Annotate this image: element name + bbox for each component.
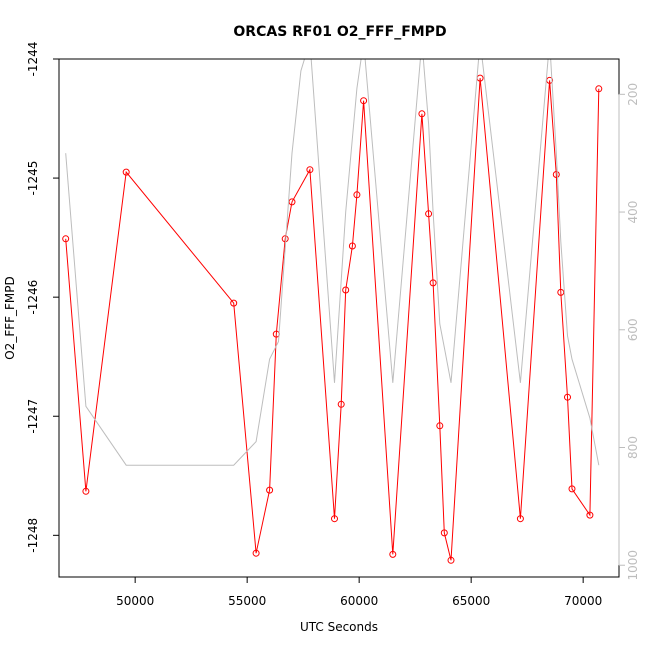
chart-title: ORCAS RF01 O2_FFF_FMPD <box>233 24 446 40</box>
data-point <box>552 171 560 178</box>
y2-tick-label: 1000 <box>626 550 640 581</box>
data-point <box>425 210 433 218</box>
data-point <box>429 279 437 287</box>
data-point <box>122 168 130 176</box>
data-point <box>557 288 565 296</box>
data-point <box>62 235 70 243</box>
y-axis-label: O2_FFF_FMPD <box>3 276 17 360</box>
data-point <box>418 110 426 118</box>
data-point <box>564 393 571 401</box>
data-point <box>353 191 361 199</box>
plot-area <box>62 59 603 564</box>
x-tick-label: 65000 <box>452 594 490 608</box>
y2-tick-label: 800 <box>626 436 640 459</box>
x-tick-label: 70000 <box>564 594 602 608</box>
x-tick-label: 60000 <box>340 594 378 608</box>
y-tick-label: -1245 <box>26 161 40 196</box>
red-series-line <box>65 78 600 561</box>
y2-tick-label: 600 <box>626 318 640 341</box>
data-point <box>360 97 368 105</box>
data-point <box>389 550 397 558</box>
y2-tick-label: 400 <box>626 201 640 224</box>
data-point <box>516 515 524 523</box>
x-tick-label: 50000 <box>116 594 154 608</box>
data-point <box>342 286 350 294</box>
data-point <box>82 487 90 495</box>
data-point <box>586 511 594 519</box>
x-axis: 50000 55000 60000 65000 70000 <box>116 576 602 608</box>
y-axis-right: 200 400 600 800 1000 <box>618 83 640 581</box>
data-point <box>331 515 338 523</box>
y-axis-left: -1248 -1247 -1246 -1245 -1244 <box>26 42 59 553</box>
x-axis-label: UTC Seconds <box>300 620 378 634</box>
data-point <box>436 422 444 430</box>
y-tick-label: -1246 <box>26 280 40 315</box>
y-tick-label: -1244 <box>26 42 40 77</box>
data-point <box>337 400 345 408</box>
data-point <box>440 529 448 537</box>
y-tick-label: -1248 <box>26 518 40 553</box>
data-point <box>252 549 260 557</box>
data-point <box>447 556 455 564</box>
data-point <box>595 85 603 93</box>
data-point <box>230 299 238 307</box>
y-tick-label: -1247 <box>26 399 40 434</box>
gray-series-line <box>65 59 600 466</box>
data-point <box>306 166 314 174</box>
x-tick-label: 55000 <box>228 594 266 608</box>
data-point <box>348 242 356 250</box>
data-point <box>266 486 274 494</box>
data-point <box>568 485 576 493</box>
y2-tick-label: 200 <box>626 83 640 106</box>
